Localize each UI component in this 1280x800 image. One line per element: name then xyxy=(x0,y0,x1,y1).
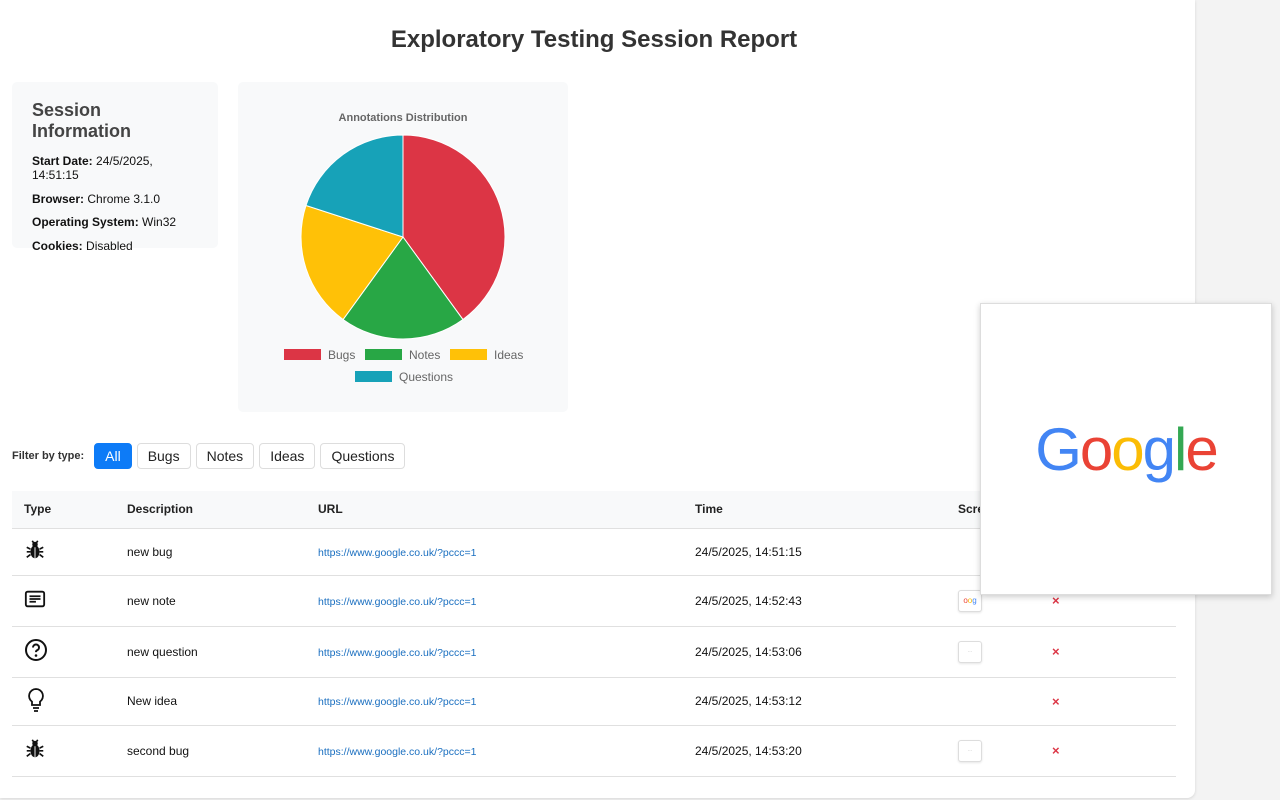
screenshot-cell xyxy=(946,677,1040,726)
legend-item-questions[interactable]: Questions xyxy=(355,370,453,384)
pie-slice-bugs[interactable] xyxy=(402,134,506,321)
screenshot-cell: ··· xyxy=(946,725,1040,777)
legend-item-ideas[interactable]: Ideas xyxy=(450,348,523,362)
url-link[interactable]: https://www.google.co.uk/?pccc=1 xyxy=(318,696,477,708)
url-link[interactable]: https://www.google.co.uk/?pccc=1 xyxy=(318,745,477,758)
note-icon xyxy=(24,590,46,613)
time-cell: 24/5/2025, 14:52:43 xyxy=(683,575,946,627)
filter-label: Filter by type: xyxy=(12,450,85,462)
bug-icon xyxy=(24,739,46,763)
type-cell xyxy=(12,725,115,777)
header-url: URL xyxy=(306,491,683,529)
legend-item-notes[interactable]: Notes xyxy=(365,348,440,362)
screenshot-cell: ··· xyxy=(946,626,1040,678)
time-cell: 24/5/2025, 14:53:12 xyxy=(683,677,946,726)
header-time: Time xyxy=(683,491,946,529)
description-cell: new bug xyxy=(115,528,306,576)
type-cell xyxy=(12,528,115,576)
table-row: new question https://www.google.co.uk/?p… xyxy=(12,626,1176,678)
type-cell xyxy=(12,677,115,726)
description-cell: new note xyxy=(115,575,306,627)
actions-cell: × xyxy=(1040,626,1176,678)
type-cell xyxy=(12,626,115,678)
header-description: Description xyxy=(115,491,306,529)
url-cell: https://www.google.co.uk/?pccc=1 xyxy=(306,725,683,777)
table-row: New idea https://www.google.co.uk/?pccc=… xyxy=(12,677,1176,726)
delete-icon[interactable]: × xyxy=(1052,693,1060,709)
url-cell: https://www.google.co.uk/?pccc=1 xyxy=(306,528,683,576)
url-link[interactable]: https://www.google.co.uk/?pccc=1 xyxy=(318,595,477,608)
pie-chart: Annotations Distribution Bugs Notes Ideas Q… xyxy=(284,112,523,384)
legend-swatch xyxy=(355,371,392,382)
chart-panel: Annotations Distribution Bugs Notes Ideas Q… xyxy=(238,82,568,412)
screenshot-preview-popup[interactable]: Google xyxy=(980,303,1272,595)
table-row: new bug https://www.google.co.uk/?pccc=1… xyxy=(12,528,1176,576)
delete-icon[interactable]: × xyxy=(1052,593,1060,608)
table-row: second bug https://www.google.co.uk/?pcc… xyxy=(12,725,1176,777)
browser: Browser: Chrome 3.1.0 xyxy=(32,191,161,206)
delete-icon[interactable]: × xyxy=(1052,743,1060,758)
session-info-panel: Session Information Start Date: 24/5/202… xyxy=(12,82,218,253)
table-row: new note https://www.google.co.uk/?pccc=… xyxy=(12,575,1176,627)
url-link[interactable]: https://www.google.co.uk/?pccc=1 xyxy=(318,646,477,659)
google-logo: Google xyxy=(1035,415,1219,483)
description-cell: new question xyxy=(115,626,306,678)
legend-label: Questions xyxy=(399,370,453,384)
description-cell: second bug xyxy=(115,725,306,777)
delete-icon[interactable]: × xyxy=(1052,644,1060,659)
time-cell: 24/5/2025, 14:51:15 xyxy=(683,528,946,576)
legend-label: Bugs xyxy=(328,348,355,362)
page-title: Exploratory Testing Session Report xyxy=(390,26,798,53)
screenshot-thumbnail[interactable]: ··· xyxy=(958,640,982,663)
operating-system: Operating System: Win32 xyxy=(32,215,177,229)
filter-bar: Filter by type: All Bugs Notes Ideas Que… xyxy=(12,443,406,469)
chart-title: Annotations Distribution xyxy=(339,112,468,124)
legend-swatch xyxy=(284,349,321,360)
cookies: Cookies: Disabled xyxy=(32,238,133,253)
url-cell: https://www.google.co.uk/?pccc=1 xyxy=(306,626,683,678)
type-cell xyxy=(12,575,115,627)
header-type: Type xyxy=(12,491,115,529)
legend-label: Ideas xyxy=(494,348,523,362)
description-cell: New idea xyxy=(115,677,306,726)
url-cell: https://www.google.co.uk/?pccc=1 xyxy=(306,575,683,627)
legend-item-bugs[interactable]: Bugs xyxy=(284,348,355,362)
legend-swatch xyxy=(450,349,487,360)
filter-notes-button[interactable]: Notes xyxy=(195,443,255,469)
legend-swatch xyxy=(365,349,402,360)
lightbulb-icon xyxy=(24,687,48,716)
pie-slice-ideas[interactable] xyxy=(300,204,404,321)
screenshot-thumbnail[interactable]: ··· xyxy=(958,739,982,762)
filter-bugs-button[interactable]: Bugs xyxy=(136,443,191,469)
legend-label: Notes xyxy=(409,348,440,362)
session-info-heading: Session Information xyxy=(32,100,131,141)
pie-slice-notes[interactable] xyxy=(342,236,464,340)
time-cell: 24/5/2025, 14:53:06 xyxy=(683,626,946,678)
start-date: Start Date: 24/5/2025, 14:51:15 xyxy=(32,154,153,182)
url-link[interactable]: https://www.google.co.uk/?pccc=1 xyxy=(318,546,477,559)
pie-slice-questions[interactable] xyxy=(305,134,404,238)
bug-icon xyxy=(24,540,46,564)
filter-questions-button[interactable]: Questions xyxy=(320,443,406,469)
actions-cell: × xyxy=(1040,725,1176,777)
filter-ideas-button[interactable]: Ideas xyxy=(259,443,316,469)
filter-all-button[interactable]: All xyxy=(94,443,132,469)
time-cell: 24/5/2025, 14:53:20 xyxy=(683,725,946,777)
url-cell: https://www.google.co.uk/?pccc=1 xyxy=(306,677,683,726)
question-icon xyxy=(24,639,48,665)
actions-cell: × xyxy=(1040,677,1176,726)
